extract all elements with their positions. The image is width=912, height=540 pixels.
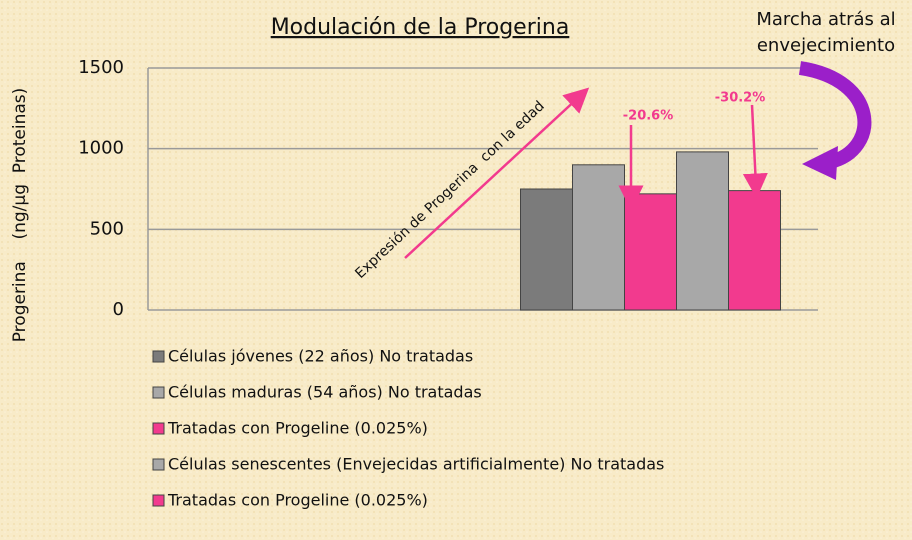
legend-swatch — [152, 458, 165, 471]
legend-label: Células jóvenes (22 años) No tratadas — [168, 347, 473, 366]
annotation: Marcha atrás al — [756, 9, 895, 30]
annotation: -20.6% — [623, 109, 674, 124]
legend-label: Tratadas con Progeline (0.025%) — [167, 491, 428, 510]
y-tick-label: 500 — [90, 218, 124, 239]
curved-arrow — [798, 61, 872, 169]
bar — [624, 193, 677, 311]
bar — [728, 190, 781, 311]
bar — [676, 151, 729, 311]
y-tick-label: 1000 — [78, 138, 124, 159]
legend-label: Tratadas con Progeline (0.025%) — [167, 419, 428, 438]
legend-swatch — [152, 422, 165, 435]
arrow — [742, 104, 768, 199]
curved-arrow-head — [802, 146, 838, 180]
legend-label: Células maduras (54 años) No tratadas — [168, 383, 482, 402]
y-axis-label: Progerina (ng/µg Proteinas) — [10, 88, 30, 343]
legend-swatch — [152, 494, 165, 507]
y-tick-label: 0 — [113, 299, 124, 320]
trend-arrow — [404, 87, 590, 259]
bar — [520, 188, 573, 311]
legend-swatch — [152, 350, 165, 363]
bar — [572, 164, 625, 311]
legend-label: Células senescentes (Envejecidas artific… — [168, 455, 664, 474]
legend-swatch — [152, 386, 165, 399]
annotation: envejecimiento — [757, 35, 895, 56]
y-tick-label: 1500 — [78, 57, 124, 78]
chart-title: Modulación de la Progerina — [271, 15, 570, 40]
annotation: -30.2% — [715, 91, 766, 106]
